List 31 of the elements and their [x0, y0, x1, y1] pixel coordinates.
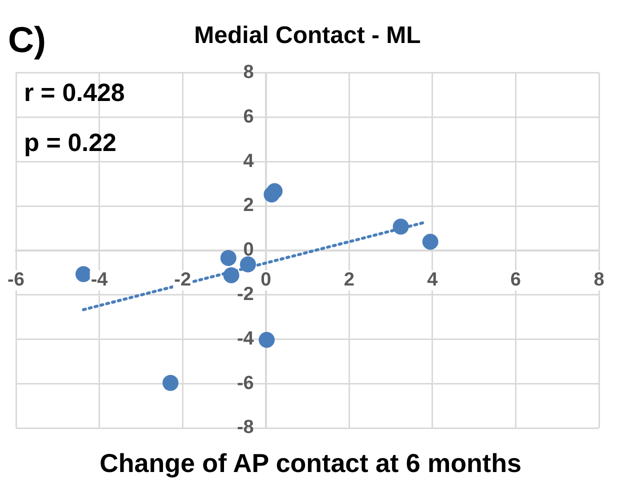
point [266, 183, 283, 200]
y-tick-label: -8 [236, 417, 254, 438]
x-tick-label: 6 [510, 270, 522, 291]
y-tick-label: 8 [243, 62, 254, 84]
x-axis-title: Change of AP contact at 6 months [98, 448, 522, 479]
y-tick-label: -2 [236, 284, 254, 306]
x-tick-label: 0 [260, 270, 272, 291]
x-tick-label: 8 [594, 270, 604, 291]
point [162, 374, 178, 391]
x-tick-label: 2 [344, 270, 354, 291]
y-tick-label: -6 [236, 372, 254, 394]
point [422, 234, 438, 250]
text: C) [8, 19, 46, 60]
x-tick-label: 4 [427, 270, 438, 291]
x-tick-label: -4 [90, 270, 108, 291]
y-tick-label: 2 [243, 195, 254, 216]
point [392, 218, 409, 235]
point [258, 332, 275, 348]
x-tick-label: -2 [174, 270, 192, 291]
x-tick-label: -6 [8, 270, 24, 291]
point [240, 256, 256, 272]
point [75, 266, 92, 282]
y-tick-label: -4 [236, 328, 254, 350]
point [223, 267, 240, 284]
y-tick-label: 4 [243, 150, 254, 172]
annotation: p = 0.22 [24, 128, 116, 157]
y-tick-label: 6 [243, 106, 254, 128]
chart-title: Medial Contact - ML [194, 22, 421, 50]
y-tick-label: 0 [243, 240, 254, 261]
annotation: r = 0.428 [24, 78, 125, 107]
point [220, 250, 236, 266]
